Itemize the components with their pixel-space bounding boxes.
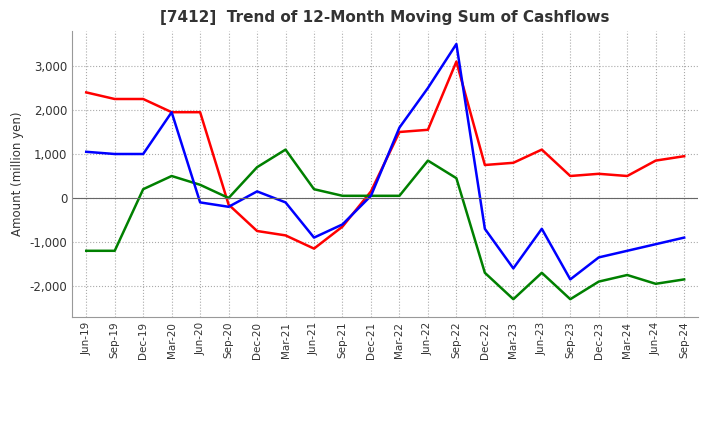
- Investing Cashflow: [253, 165, 261, 170]
- Line: Investing Cashflow: Investing Cashflow: [86, 150, 684, 299]
- Operating Cashflow: [282, 233, 290, 238]
- Line: Operating Cashflow: Operating Cashflow: [86, 62, 684, 249]
- Investing Cashflow: [652, 281, 660, 286]
- Operating Cashflow: [338, 224, 347, 229]
- Investing Cashflow: [423, 158, 432, 163]
- Investing Cashflow: [366, 193, 375, 198]
- Free Cashflow: [423, 85, 432, 91]
- Free Cashflow: [595, 255, 603, 260]
- Operating Cashflow: [225, 202, 233, 207]
- Operating Cashflow: [680, 154, 688, 159]
- Investing Cashflow: [623, 272, 631, 278]
- Legend: Operating Cashflow, Investing Cashflow, Free Cashflow: Operating Cashflow, Investing Cashflow, …: [129, 436, 642, 440]
- Investing Cashflow: [452, 176, 461, 181]
- Operating Cashflow: [395, 129, 404, 135]
- Free Cashflow: [282, 200, 290, 205]
- Free Cashflow: [225, 204, 233, 209]
- Investing Cashflow: [82, 248, 91, 253]
- Investing Cashflow: [225, 195, 233, 201]
- Free Cashflow: [566, 277, 575, 282]
- Free Cashflow: [110, 151, 119, 157]
- Free Cashflow: [452, 41, 461, 47]
- Investing Cashflow: [139, 187, 148, 192]
- Operating Cashflow: [366, 189, 375, 194]
- Free Cashflow: [338, 222, 347, 227]
- Operating Cashflow: [110, 96, 119, 102]
- Investing Cashflow: [310, 187, 318, 192]
- Operating Cashflow: [423, 127, 432, 132]
- Investing Cashflow: [509, 297, 518, 302]
- Investing Cashflow: [167, 173, 176, 179]
- Investing Cashflow: [282, 147, 290, 152]
- Free Cashflow: [82, 149, 91, 154]
- Operating Cashflow: [452, 59, 461, 64]
- Line: Free Cashflow: Free Cashflow: [86, 44, 684, 279]
- Free Cashflow: [480, 226, 489, 231]
- Investing Cashflow: [196, 182, 204, 187]
- Investing Cashflow: [595, 279, 603, 284]
- Investing Cashflow: [110, 248, 119, 253]
- Free Cashflow: [310, 235, 318, 240]
- Operating Cashflow: [82, 90, 91, 95]
- Free Cashflow: [196, 200, 204, 205]
- Free Cashflow: [366, 193, 375, 198]
- Free Cashflow: [139, 151, 148, 157]
- Free Cashflow: [652, 242, 660, 247]
- Operating Cashflow: [253, 228, 261, 234]
- Operating Cashflow: [480, 162, 489, 168]
- Title: [7412]  Trend of 12-Month Moving Sum of Cashflows: [7412] Trend of 12-Month Moving Sum of C…: [161, 11, 610, 26]
- Operating Cashflow: [595, 171, 603, 176]
- Investing Cashflow: [338, 193, 347, 198]
- Free Cashflow: [537, 226, 546, 231]
- Free Cashflow: [623, 248, 631, 253]
- Operating Cashflow: [310, 246, 318, 251]
- Investing Cashflow: [680, 277, 688, 282]
- Operating Cashflow: [537, 147, 546, 152]
- Free Cashflow: [395, 125, 404, 130]
- Investing Cashflow: [395, 193, 404, 198]
- Operating Cashflow: [167, 110, 176, 115]
- Y-axis label: Amount (million yen): Amount (million yen): [11, 112, 24, 236]
- Free Cashflow: [509, 266, 518, 271]
- Investing Cashflow: [566, 297, 575, 302]
- Operating Cashflow: [139, 96, 148, 102]
- Operating Cashflow: [509, 160, 518, 165]
- Operating Cashflow: [623, 173, 631, 179]
- Investing Cashflow: [480, 270, 489, 275]
- Investing Cashflow: [537, 270, 546, 275]
- Free Cashflow: [680, 235, 688, 240]
- Free Cashflow: [167, 110, 176, 115]
- Operating Cashflow: [652, 158, 660, 163]
- Operating Cashflow: [566, 173, 575, 179]
- Operating Cashflow: [196, 110, 204, 115]
- Free Cashflow: [253, 189, 261, 194]
